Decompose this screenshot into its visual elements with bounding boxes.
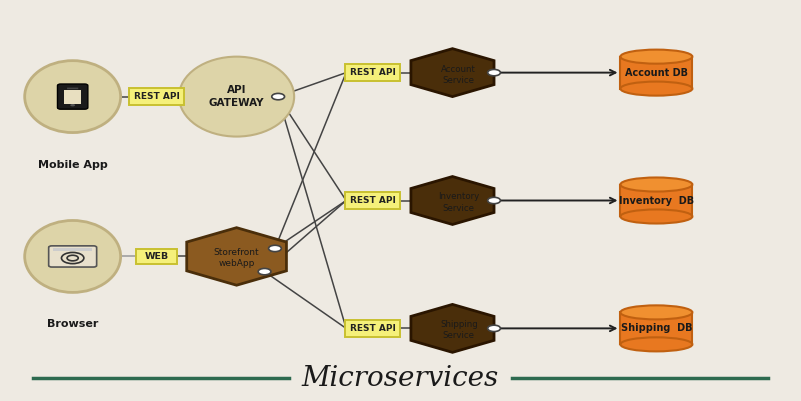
- Ellipse shape: [621, 305, 692, 320]
- Text: Storefront
webApp: Storefront webApp: [214, 248, 260, 269]
- Circle shape: [70, 104, 75, 106]
- Text: Shipping
Service: Shipping Service: [440, 320, 477, 340]
- Ellipse shape: [621, 81, 692, 96]
- FancyBboxPatch shape: [136, 249, 177, 263]
- FancyBboxPatch shape: [130, 88, 183, 105]
- Polygon shape: [187, 228, 287, 285]
- FancyBboxPatch shape: [345, 192, 400, 209]
- Text: Inventory
Service: Inventory Service: [438, 192, 480, 213]
- Ellipse shape: [621, 337, 692, 351]
- Text: Microservices: Microservices: [302, 365, 499, 392]
- Text: Account
Service: Account Service: [441, 65, 477, 85]
- Ellipse shape: [621, 50, 692, 64]
- Text: Browser: Browser: [47, 319, 99, 329]
- Polygon shape: [411, 176, 494, 225]
- Text: WEB: WEB: [144, 252, 169, 261]
- Circle shape: [488, 325, 501, 332]
- Text: REST API: REST API: [349, 324, 396, 333]
- FancyBboxPatch shape: [58, 84, 88, 109]
- Circle shape: [272, 93, 284, 100]
- Text: REST API: REST API: [134, 92, 179, 101]
- FancyBboxPatch shape: [621, 57, 692, 89]
- Circle shape: [488, 69, 501, 76]
- Text: REST API: REST API: [349, 68, 396, 77]
- FancyBboxPatch shape: [64, 89, 82, 103]
- FancyBboxPatch shape: [54, 248, 92, 251]
- Text: REST API: REST API: [349, 196, 396, 205]
- Text: Mobile App: Mobile App: [38, 160, 107, 170]
- Polygon shape: [411, 49, 494, 97]
- Ellipse shape: [25, 61, 121, 133]
- Text: Account DB: Account DB: [625, 68, 688, 78]
- Circle shape: [488, 197, 501, 204]
- Ellipse shape: [179, 57, 294, 137]
- Ellipse shape: [621, 209, 692, 223]
- Ellipse shape: [25, 221, 121, 292]
- Text: Inventory  DB: Inventory DB: [619, 196, 694, 205]
- Circle shape: [268, 245, 281, 252]
- FancyBboxPatch shape: [49, 246, 97, 267]
- FancyBboxPatch shape: [67, 87, 78, 89]
- FancyBboxPatch shape: [621, 312, 692, 344]
- Text: API
GATEWAY: API GATEWAY: [209, 85, 264, 108]
- Text: Shipping  DB: Shipping DB: [621, 323, 692, 333]
- FancyBboxPatch shape: [621, 184, 692, 217]
- Ellipse shape: [621, 178, 692, 192]
- FancyBboxPatch shape: [345, 64, 400, 81]
- FancyBboxPatch shape: [345, 320, 400, 337]
- Circle shape: [258, 268, 271, 275]
- Polygon shape: [411, 304, 494, 352]
